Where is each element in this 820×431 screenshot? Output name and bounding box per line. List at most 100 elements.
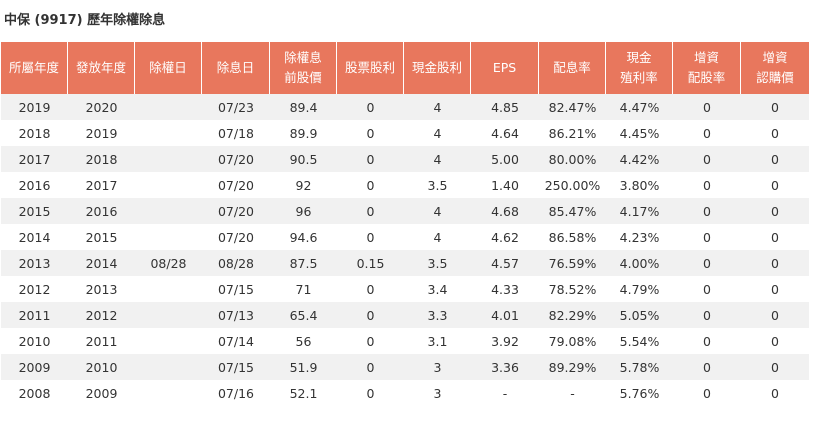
table-cell: 07/20: [202, 172, 270, 198]
header-pre-ex-price: 除權息 前股價: [270, 42, 337, 94]
header-payout-year: 發放年度: [68, 42, 135, 94]
column-header-text: 除權日: [149, 60, 187, 75]
table-cell: 4.68: [471, 198, 539, 224]
table-cell: 07/18: [202, 120, 270, 146]
table-row: 2010 2011 07/14 56 0 3.1 3.92 79.08% 5.54% 0 0: [1, 328, 809, 354]
table-cell: 4.33: [471, 276, 539, 302]
table-row: 2015 2016 07/20 96 0 4 4.68 85.47% 4.17% 0 0: [1, 198, 809, 224]
table-cell: 07/13: [202, 302, 270, 328]
table-cell: 0: [337, 276, 404, 302]
table-cell: 2012: [1, 276, 68, 302]
table-cell: -: [539, 380, 606, 406]
column-header-text: EPS: [492, 60, 517, 75]
table-cell: 3.5: [404, 172, 471, 198]
table-cell: 0: [741, 354, 809, 380]
table-cell: 0: [673, 328, 741, 354]
table-header-row: 所屬年度 發放年度 除權日 除息日 除權息 前股價 股票股利 現金股利 EPS 配息率 現金 殖利率增…: [1, 42, 809, 94]
table-cell: 51.9: [270, 354, 337, 380]
table-cell: 4: [404, 120, 471, 146]
table-cell: 2010: [1, 328, 68, 354]
table-cell: 2013: [68, 276, 135, 302]
table-cell: 0: [673, 198, 741, 224]
table-cell: [135, 224, 202, 250]
table-cell: 0: [337, 328, 404, 354]
table-cell: 08/28: [202, 250, 270, 276]
table-cell: 85.47%: [539, 198, 606, 224]
table-cell: 0: [741, 250, 809, 276]
table-cell: [135, 380, 202, 406]
page-title: 中保 (9917) 歷年除權除息: [4, 13, 166, 28]
table-cell: 86.58%: [539, 224, 606, 250]
table-cell: 87.5: [270, 250, 337, 276]
table-cell: 2019: [1, 94, 68, 120]
table-body: 2019 2020 07/23 89.4 0 4 4.85 82.47% 4.47% 0 0 2018…: [1, 94, 809, 406]
table-cell: 0: [337, 94, 404, 120]
dividend-history-table: 所屬年度 發放年度 除權日 除息日 除權息 前股價 股票股利 現金股利 EPS 配息率 現金 殖利率增…: [1, 42, 809, 406]
table-row: 2013 2014 08/28 08/28 87.5 0.15 3.5 4.57 76.59% 4…: [1, 250, 809, 276]
table-cell: 0: [673, 146, 741, 172]
table-row: 2017 2018 07/20 90.5 0 4 5.00 80.00% 4.42% 0 0: [1, 146, 809, 172]
table-cell: 94.6: [270, 224, 337, 250]
table-cell: 2019: [68, 120, 135, 146]
table-cell: 0: [337, 354, 404, 380]
table-cell: 0: [337, 302, 404, 328]
table-cell: 0: [673, 276, 741, 302]
table-cell: [135, 172, 202, 198]
table-cell: 4.47%: [606, 94, 673, 120]
table-cell: 0: [673, 172, 741, 198]
table-cell: [135, 198, 202, 224]
table-cell: 89.9: [270, 120, 337, 146]
table-cell: 2010: [68, 354, 135, 380]
table-cell: 07/20: [202, 146, 270, 172]
table-cell: 2018: [68, 146, 135, 172]
table-cell: 07/15: [202, 276, 270, 302]
table-row: 2008 2009 07/16 52.1 0 3- -5.76% 0 0: [1, 380, 809, 406]
table-cell: 2011: [68, 328, 135, 354]
table-cell: 3.80%: [606, 172, 673, 198]
table-cell: 0: [337, 120, 404, 146]
table-cell: -: [471, 380, 539, 406]
table-cell: 4.64: [471, 120, 539, 146]
table-cell: 90.5: [270, 146, 337, 172]
table-cell: 5.54%: [606, 328, 673, 354]
table-cell: [135, 146, 202, 172]
column-header-text: 現金: [626, 50, 652, 65]
header-subscription-price: 增資 認購價: [741, 42, 809, 94]
table-cell: 0: [741, 276, 809, 302]
table-cell: 0: [337, 198, 404, 224]
table-cell: 0: [741, 94, 809, 120]
table-cell: 76.59%: [539, 250, 606, 276]
table-cell: [135, 276, 202, 302]
table-cell: 0: [741, 328, 809, 354]
table-cell: 4.79%: [606, 276, 673, 302]
table-cell: 4.01: [471, 302, 539, 328]
table-cell: 4: [404, 146, 471, 172]
table-cell: 5.00: [471, 146, 539, 172]
table-cell: 0: [673, 224, 741, 250]
column-header-text: 前股價: [284, 70, 322, 85]
table-cell: 96: [270, 198, 337, 224]
header-ex-rights-date: 除權日: [135, 42, 202, 94]
table-cell: 78.52%: [539, 276, 606, 302]
column-header-text: 所屬年度: [8, 60, 59, 75]
table-cell: 3.36: [471, 354, 539, 380]
table-row: 2014 2015 07/20 94.6 0 4 4.62 86.58% 4.23% 0 0: [1, 224, 809, 250]
column-header-text: 除權息: [284, 50, 322, 65]
table-cell: 52.1: [270, 380, 337, 406]
table-cell: 2009: [1, 354, 68, 380]
table-cell: 2009: [68, 380, 135, 406]
header-fiscal-year: 所屬年度: [1, 42, 68, 94]
table-cell: 4.23%: [606, 224, 673, 250]
table-cell: [135, 120, 202, 146]
table-row: 2016 2017 07/20 92 0 3.5 1.40 250.00% 3.80% 0 0: [1, 172, 809, 198]
table-cell: 4.62: [471, 224, 539, 250]
table-cell: 2008: [1, 380, 68, 406]
table-cell: 56: [270, 328, 337, 354]
table-cell: 4.00%: [606, 250, 673, 276]
header-cash-yield: 現金 殖利率: [606, 42, 673, 94]
table-cell: 3.4: [404, 276, 471, 302]
table-cell: 3: [404, 354, 471, 380]
table-cell: [135, 94, 202, 120]
table-cell: 0: [673, 354, 741, 380]
table-cell: 250.00%: [539, 172, 606, 198]
